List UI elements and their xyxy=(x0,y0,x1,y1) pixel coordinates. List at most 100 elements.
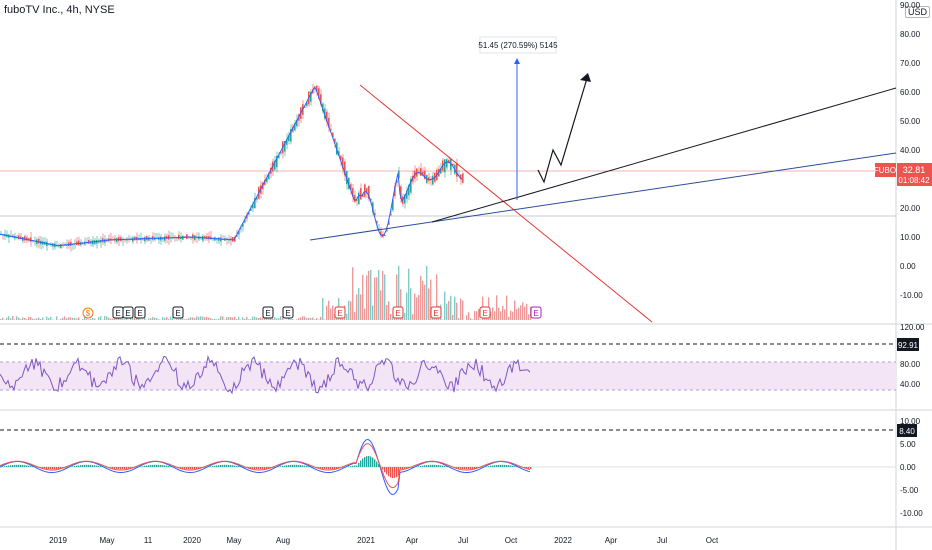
macd-histogram-bar xyxy=(512,465,514,467)
event-marker[interactable]: E xyxy=(282,306,294,319)
volume-bar xyxy=(114,317,116,320)
candle-body xyxy=(378,228,380,230)
macd-histogram-bar xyxy=(48,467,50,470)
event-marker[interactable]: E xyxy=(262,306,274,319)
volume-bar xyxy=(206,316,208,320)
volume-bar xyxy=(454,296,456,320)
volume-bar xyxy=(184,319,186,320)
macd-histogram-bar xyxy=(418,466,420,467)
candle-body xyxy=(276,156,278,168)
candle-body xyxy=(268,173,270,180)
macd-histogram-bar xyxy=(220,464,222,467)
volume-bar xyxy=(408,268,410,320)
volume-bar xyxy=(70,317,72,320)
volume-bar xyxy=(118,318,120,320)
macd-histogram-bar xyxy=(238,466,240,467)
macd-histogram-bar xyxy=(468,467,470,470)
event-marker[interactable]: E xyxy=(134,306,146,319)
candle-body xyxy=(244,219,246,223)
candle-body xyxy=(448,160,450,164)
macd-histogram-bar xyxy=(382,467,384,470)
candle-body xyxy=(354,195,356,202)
volume-bar xyxy=(270,317,272,320)
macd-histogram-bar xyxy=(150,465,152,467)
event-marker[interactable]: E xyxy=(122,306,134,319)
macd-histogram-bar xyxy=(356,465,358,467)
volume-bar xyxy=(62,317,64,320)
volume-bar xyxy=(498,307,500,320)
volume-bar xyxy=(310,317,312,320)
volume-bar xyxy=(448,300,450,320)
macd-histogram-bar xyxy=(434,464,436,467)
event-marker[interactable]: E xyxy=(530,306,542,319)
macd-histogram-bar xyxy=(228,464,230,467)
macd-histogram-bar xyxy=(318,467,320,469)
macd-histogram-bar xyxy=(114,467,116,469)
macd-histogram xyxy=(2,455,532,478)
macd-histogram-bar xyxy=(234,465,236,467)
volume-bar xyxy=(198,316,200,320)
candle-body xyxy=(326,111,328,122)
volume-bar xyxy=(210,318,212,320)
event-marker[interactable]: E xyxy=(392,306,404,319)
candle-body xyxy=(380,231,382,236)
macd-value-badge xyxy=(897,424,917,437)
macd-histogram-bar xyxy=(26,465,28,467)
volume-bar xyxy=(238,316,240,320)
volume-bar xyxy=(526,303,528,320)
candle-body xyxy=(242,223,244,227)
macd-histogram-bar xyxy=(488,466,490,467)
macd-histogram-bar xyxy=(354,465,356,467)
volume-bar xyxy=(428,288,430,320)
macd-histogram-bar xyxy=(496,465,498,467)
volume-bar xyxy=(378,270,380,320)
rsi-axis: 120.00 80.00 40.00 xyxy=(900,323,925,389)
volume-bar xyxy=(74,317,76,320)
candle-body xyxy=(444,159,446,173)
candle-body xyxy=(406,190,408,199)
macd-histogram-bar xyxy=(154,464,156,467)
candle-body xyxy=(144,237,146,242)
time-axis-label: Apr xyxy=(406,536,419,545)
candle-body xyxy=(304,106,306,108)
rsi-line xyxy=(0,354,531,395)
volume-bar xyxy=(8,316,10,320)
macd-histogram-bar xyxy=(60,467,62,469)
earnings-marker-box xyxy=(172,306,184,319)
candle-body xyxy=(280,152,282,154)
macd-histogram-bar xyxy=(458,467,460,469)
macd-histogram-bar xyxy=(44,467,46,469)
rsi-tick-label: 40.00 xyxy=(900,380,921,389)
measure-label: 51.45 (270.59%) 5145 xyxy=(478,41,558,50)
event-marker[interactable]: E xyxy=(430,306,442,319)
macd-histogram-bar xyxy=(120,467,122,470)
candle-body xyxy=(384,234,386,236)
volume-bar xyxy=(292,319,294,320)
volume-bar xyxy=(188,318,190,320)
macd-histogram-bar xyxy=(470,467,472,470)
macd-histogram-bar xyxy=(436,464,438,467)
volume-bar xyxy=(212,318,214,320)
macd-histogram-bar xyxy=(526,467,528,469)
event-marker[interactable]: E xyxy=(479,306,491,319)
volume-bar xyxy=(370,269,372,320)
volume-bar xyxy=(376,277,378,320)
macd-histogram-bar xyxy=(264,467,266,469)
time-axis-label: Aug xyxy=(276,536,290,545)
volume-bar xyxy=(312,317,314,320)
earnings-marker-box xyxy=(530,306,542,319)
macd-histogram-bar xyxy=(366,456,368,467)
candle-body xyxy=(116,238,118,243)
event-marker[interactable]: E xyxy=(334,306,346,319)
volume-bar xyxy=(400,289,402,320)
volume-bar xyxy=(148,318,150,320)
currency-badge[interactable]: USD xyxy=(905,6,931,18)
macd-histogram-bar xyxy=(424,465,426,467)
event-marker[interactable]: E xyxy=(112,306,124,319)
event-marker[interactable]: $ xyxy=(82,307,94,319)
event-marker[interactable]: E xyxy=(172,306,184,319)
volume-bar xyxy=(232,317,234,320)
macd-histogram-bar xyxy=(224,464,226,467)
macd-histogram-bar xyxy=(266,467,268,469)
